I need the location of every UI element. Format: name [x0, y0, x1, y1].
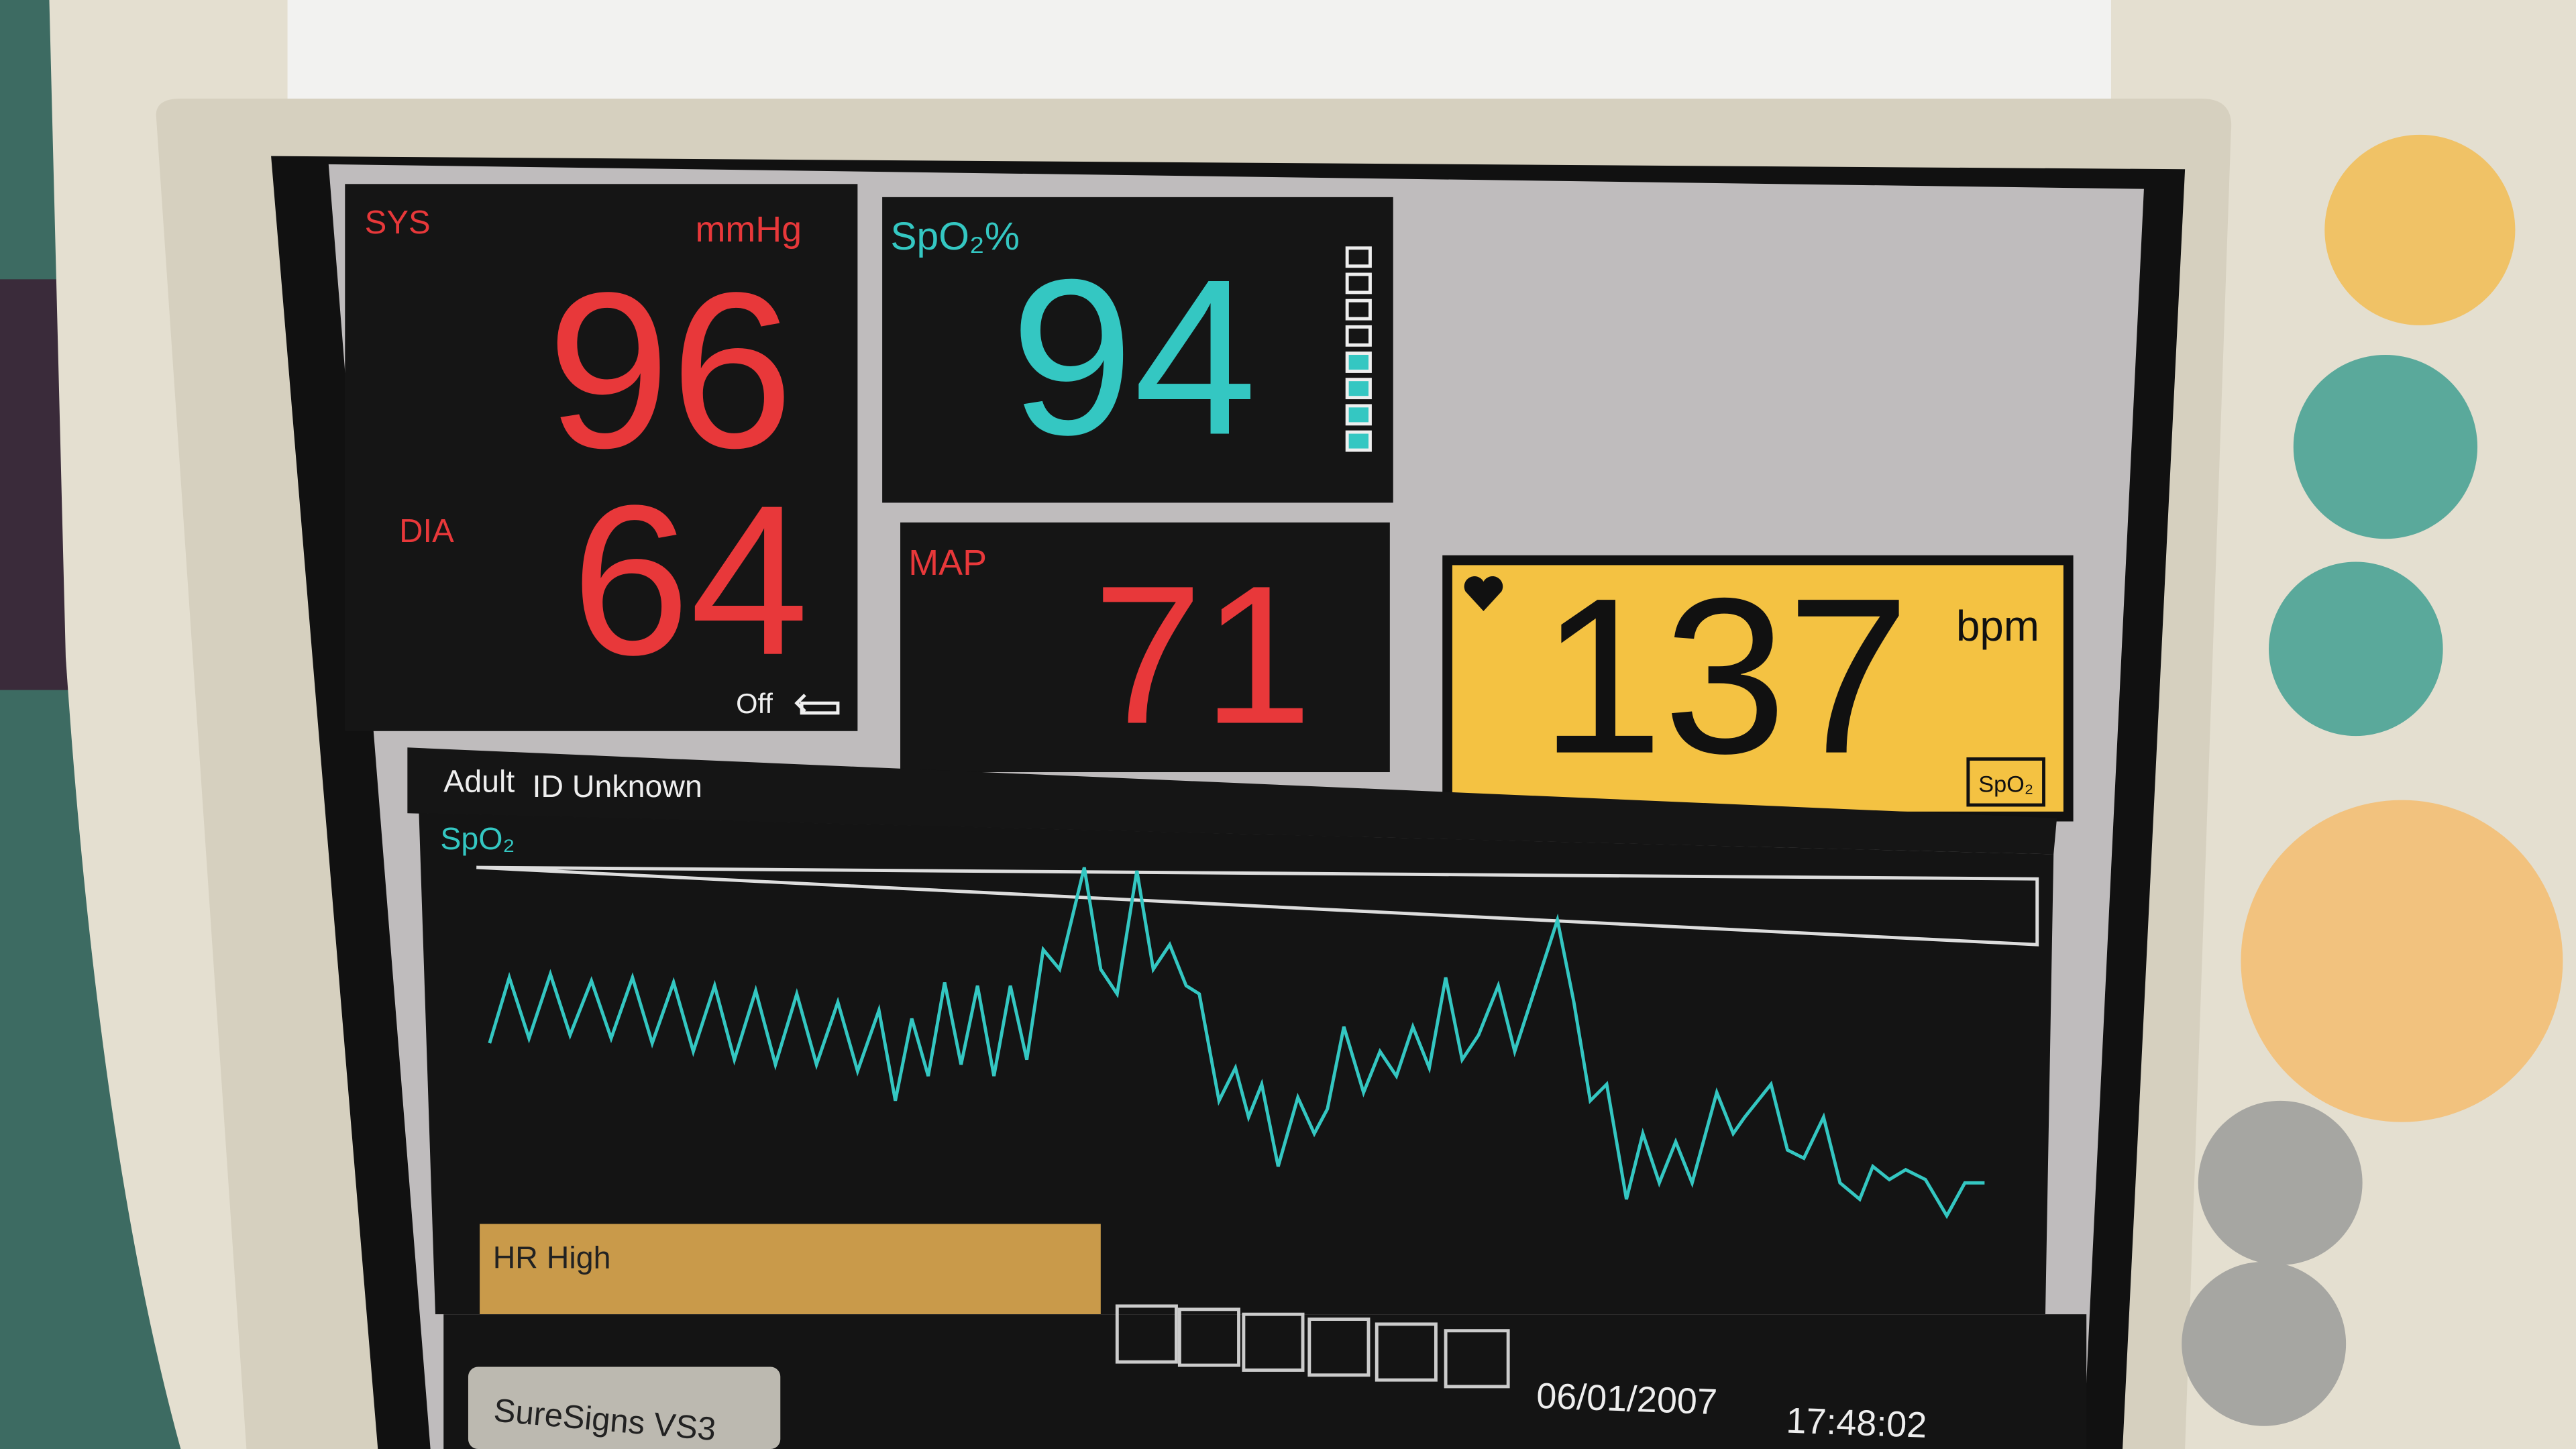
- battery-icon: [1444, 1329, 1510, 1389]
- alarm-message: HR High: [493, 1240, 611, 1275]
- navigation-knob[interactable]: [2241, 800, 2563, 1122]
- hr-value: 137: [1540, 553, 1911, 800]
- print-icon[interactable]: [1177, 1307, 1240, 1367]
- signal-cell: [1345, 246, 1372, 268]
- auto-mode: Off: [736, 688, 773, 719]
- map-value: 71: [1093, 545, 1312, 765]
- alarm-bar: [480, 1224, 1101, 1315]
- model-badge: [468, 1366, 781, 1449]
- alarm-silence-button[interactable]: [2324, 134, 2516, 325]
- wave-border: [476, 865, 2039, 947]
- signal-cell: [1345, 378, 1372, 400]
- top-tape-label: [287, 0, 2111, 102]
- signal-indicator: [1345, 246, 1372, 452]
- hr-source: SpO₂: [1978, 771, 2033, 797]
- date: 06/01/2007: [1536, 1376, 1717, 1422]
- hr-source-box: [1966, 757, 2045, 807]
- dia-value: 64: [572, 462, 809, 700]
- status-icons: [1115, 1304, 1510, 1389]
- sys-value: 96: [547, 247, 794, 494]
- signal-cell: [1345, 352, 1372, 373]
- map-panel: [900, 522, 1390, 773]
- dia-label: DIA: [399, 513, 454, 549]
- setup-icon[interactable]: [1307, 1318, 1371, 1377]
- nibp-button[interactable]: [2293, 354, 2478, 539]
- trend-icon[interactable]: [1242, 1312, 1305, 1372]
- cycle-icon: [794, 694, 840, 715]
- bp-unit: mmHg: [696, 209, 802, 250]
- signal-cell: [1345, 430, 1372, 452]
- auto-cycle-button[interactable]: [2269, 561, 2443, 737]
- sys-label: SYS: [365, 205, 431, 241]
- spo2-value: 94: [1010, 234, 1257, 482]
- main-screen-button[interactable]: [2198, 1100, 2363, 1265]
- signal-cell: [1345, 404, 1372, 426]
- signal-cell: [1345, 272, 1372, 294]
- spo2-label: SpO₂%: [890, 215, 1020, 258]
- pleth-waveform: [488, 867, 1985, 1220]
- hr-unit: bpm: [1956, 602, 2039, 650]
- wave-label: SpO₂: [440, 821, 515, 856]
- patient-icon[interactable]: [1115, 1304, 1178, 1364]
- patient-id: ID Unknown: [532, 769, 702, 804]
- patient-bar: [407, 747, 2057, 855]
- patient-category: Adult: [443, 763, 515, 798]
- spo2-panel: [882, 197, 1393, 503]
- record-button[interactable]: [2182, 1261, 2347, 1426]
- signal-cell: [1345, 325, 1372, 347]
- time: 17:48:02: [1786, 1401, 1928, 1446]
- alarm-icon[interactable]: [1375, 1322, 1438, 1382]
- hr-panel: [1452, 565, 2063, 812]
- wave-area: [419, 813, 2054, 1315]
- map-label: MAP: [908, 543, 987, 583]
- signal-cell: [1345, 299, 1372, 321]
- heart-icon: [1464, 576, 1503, 612]
- bp-panel: [345, 184, 858, 731]
